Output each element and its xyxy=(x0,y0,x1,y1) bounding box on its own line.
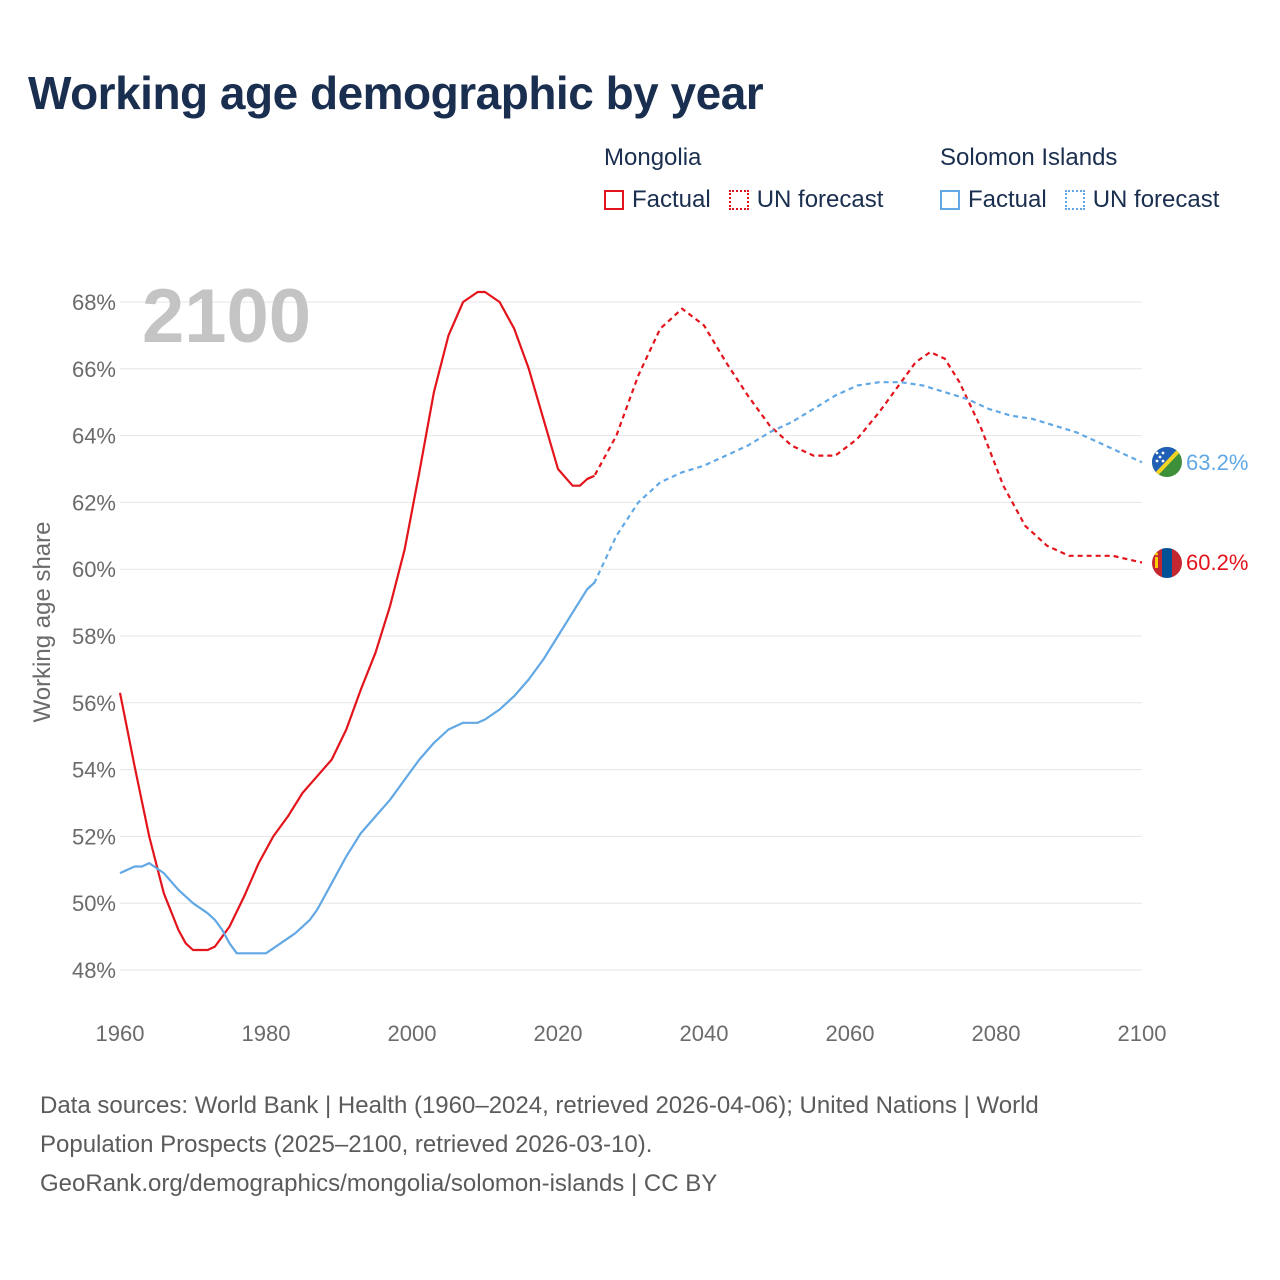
y-tick-label: 68% xyxy=(72,290,116,315)
y-axis-ticks: 48% 50% 52% 54% 56% 58% 60% 62% 64% 66% 68% xyxy=(72,290,116,983)
legend-factual-swatch xyxy=(604,190,624,210)
legend-forecast-swatch xyxy=(728,190,749,210)
y-tick-label: 58% xyxy=(72,624,116,649)
legend-forecast-label: UN forecast xyxy=(1092,186,1220,213)
legend-factual-label: Factual xyxy=(632,186,711,213)
x-tick-label: 2000 xyxy=(388,1021,437,1046)
x-tick-label: 2020 xyxy=(534,1021,583,1046)
x-tick-label: 2060 xyxy=(826,1021,875,1046)
footer-line: Population Prospects (2025–2100, retriev… xyxy=(40,1131,653,1158)
y-tick-label: 48% xyxy=(72,958,116,983)
footer-line: Data sources: World Bank | Health (1960–… xyxy=(40,1092,1039,1119)
legend-factual-swatch xyxy=(940,190,960,210)
series-lines xyxy=(118,290,1143,955)
y-tick-label: 54% xyxy=(72,758,116,783)
solomon-islands-forecast-line[interactable] xyxy=(586,381,1143,591)
mongolia-forecast-line[interactable] xyxy=(586,307,1143,564)
x-tick-label: 2080 xyxy=(972,1021,1021,1046)
chart-title: Working age demographic by year xyxy=(28,67,764,119)
y-tick-label: 64% xyxy=(72,424,116,449)
solomon-islands-factual-line[interactable] xyxy=(119,581,596,955)
y-tick-label: 62% xyxy=(72,490,116,515)
x-axis-ticks: 1960 1980 2000 2020 2040 2060 2080 2100 xyxy=(96,1021,1167,1046)
mongolia-flag-icon[interactable] xyxy=(1150,546,1184,580)
y-tick-label: 56% xyxy=(72,691,116,716)
y-axis-label: Working age share xyxy=(29,522,56,723)
legend-forecast-label: UN forecast xyxy=(756,186,884,213)
y-tick-label: 52% xyxy=(72,824,116,849)
legend-forecast-swatch xyxy=(1064,190,1085,210)
legend-solomon-islands: Solomon Islands Factual UN forecast xyxy=(940,144,1237,214)
x-tick-label: 2100 xyxy=(1118,1021,1167,1046)
legend-factual-item[interactable]: Factual xyxy=(940,186,1047,214)
y-tick-label: 66% xyxy=(72,357,116,382)
footer-sources: Data sources: World Bank | Health (1960–… xyxy=(40,1086,1240,1203)
line-chart: 2100 48% 50% 52% 54% 56% 58% 60% 62% 64% 66% 68% 1… xyxy=(29,274,1248,1046)
y-tick-label: 50% xyxy=(72,891,116,916)
mongolia-end-value-label: 60.2% xyxy=(1186,550,1248,575)
legend-forecast-item[interactable]: UN forecast xyxy=(1064,186,1220,214)
legend-forecast-item[interactable]: UN forecast xyxy=(728,186,884,214)
y-tick-label: 60% xyxy=(72,557,116,582)
legend-factual-label: Factual xyxy=(968,186,1047,213)
year-watermark: 2100 xyxy=(142,274,311,359)
solomon-islands-flag-icon[interactable] xyxy=(1150,443,1186,481)
x-tick-label: 1960 xyxy=(96,1021,145,1046)
legend-factual-item[interactable]: Factual xyxy=(604,186,711,214)
footer-line[interactable]: GeoRank.org/demographics/mongolia/solomo… xyxy=(40,1170,718,1197)
legend-country-name: Mongolia xyxy=(604,144,702,171)
legend-country-name: Solomon Islands xyxy=(940,144,1118,171)
x-tick-label: 1980 xyxy=(242,1021,291,1046)
solomon-islands-end-value-label: 63.2% xyxy=(1186,450,1248,475)
mongolia-factual-line[interactable] xyxy=(118,290,595,952)
grid-lines xyxy=(120,301,1142,971)
x-tick-label: 2040 xyxy=(680,1021,729,1046)
legend-mongolia: Mongolia Factual UN forecast xyxy=(604,144,901,214)
